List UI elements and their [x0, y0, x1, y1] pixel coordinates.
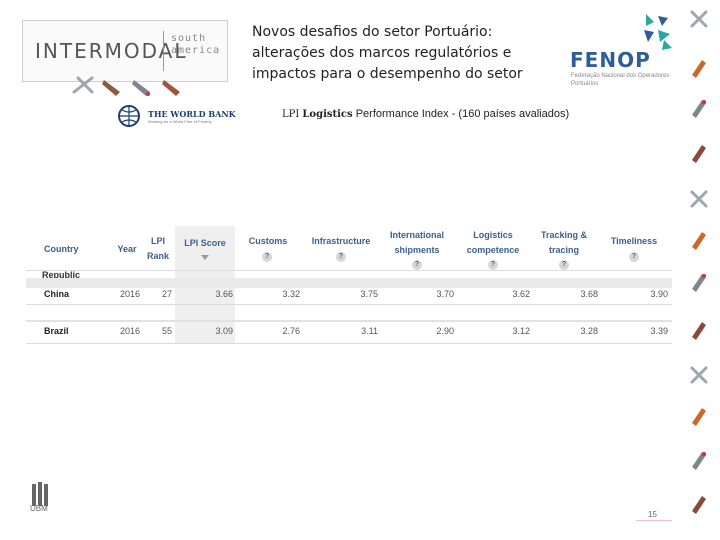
cell-logistics-competence: 3.12 — [512, 326, 530, 336]
cell-timeliness: 3.39 — [650, 326, 668, 336]
cell-international-shipments: 3.70 — [436, 289, 454, 299]
plane-icon — [690, 10, 708, 28]
cell-infrastructure: 3.11 — [361, 326, 378, 336]
train-icon — [692, 145, 706, 163]
cell-lpi-score: 3.09 — [215, 326, 233, 336]
transport-icons — [72, 76, 180, 96]
cell-year: 2016 — [119, 326, 140, 336]
help-icon-international-shipments[interactable]: ? — [412, 260, 422, 270]
slide-title: Novos desafios do setor Portuário: alter… — [252, 22, 552, 85]
plane-icon — [690, 366, 708, 384]
ubm-logo-text: UBM — [30, 504, 48, 513]
intermodal-logo-text: INTERMODAL — [35, 39, 188, 63]
partial-row-label: Republic — [42, 270, 81, 280]
help-icon-logistics-competence[interactable]: ? — [488, 260, 498, 270]
col-header-timeliness[interactable]: Timeliness — [610, 236, 658, 246]
col-header-country[interactable]: Country — [44, 244, 79, 254]
world-bank-logo: THE WORLD BANK Working for a World Free … — [116, 104, 242, 128]
truck-icon — [692, 100, 706, 118]
truck-icon — [692, 274, 706, 292]
cell-logistics-competence: 3.62 — [512, 289, 530, 299]
intermodal-logo: INTERMODAL south america — [22, 20, 228, 82]
col-header-logistics-competence[interactable]: Logistics competence — [466, 230, 520, 255]
world-bank-name: THE WORLD BANK — [148, 109, 236, 119]
fenop-logo-sub: Federação Nacional dos Operadores Portuá… — [571, 73, 670, 87]
fenop-logo-text: FENOP — [570, 48, 651, 72]
cell-international-shipments: 2.90 — [436, 326, 454, 336]
col-header-international-shipments[interactable]: International shipments — [389, 230, 444, 255]
header-divider — [26, 270, 672, 271]
row-band — [26, 278, 672, 288]
lpi-table: Country Year LPI Rank LPI Score Customs … — [26, 226, 672, 346]
caption-rest: Performance Index - (160 países avaliado… — [355, 108, 570, 120]
intermodal-logo-sub: south america — [171, 33, 221, 56]
page-number: 15 — [648, 510, 657, 519]
cell-infrastructure: 3.75 — [360, 289, 378, 299]
col-header-infrastructure[interactable]: Infrastructure — [311, 236, 371, 246]
page-number-rule — [636, 520, 672, 521]
cell-country: Brazil — [44, 326, 69, 336]
help-icon-timeliness[interactable]: ? — [629, 252, 639, 262]
title-line-1: Novos desafios do setor Portuário: — [252, 24, 493, 40]
caption-logistics: Logistics — [302, 109, 353, 120]
fenop-emblem-icon — [644, 14, 672, 50]
help-icon-infrastructure[interactable]: ? — [336, 252, 346, 262]
cell-customs: 2.76 — [282, 326, 300, 336]
sort-descending-icon[interactable] — [201, 255, 209, 260]
caption-lpi: LPI — [282, 109, 300, 120]
plane-icon — [72, 76, 94, 94]
col-header-customs[interactable]: Customs — [248, 236, 288, 246]
train-icon — [162, 80, 180, 96]
col-header-tracking-tracing[interactable]: Tracking & tracing — [540, 230, 587, 255]
ship-icon — [692, 408, 706, 426]
row-divider — [26, 304, 672, 305]
row-band — [26, 320, 672, 322]
cell-lpi-rank: 55 — [161, 326, 172, 336]
help-icon-customs[interactable]: ? — [262, 252, 272, 262]
lpi-caption: LPI Logistics Performance Index - (160 p… — [282, 108, 569, 120]
cell-lpi-rank: 27 — [161, 289, 172, 299]
train-icon — [692, 322, 706, 340]
cell-tracking-tracing: 3.68 — [580, 289, 598, 299]
ship-icon — [102, 80, 120, 96]
world-bank-tagline: Working for a World Free of Poverty — [148, 119, 212, 124]
cell-year: 2016 — [119, 289, 140, 299]
title-line-2: alterações dos marcos regulatórios e — [252, 45, 512, 61]
truck-icon — [692, 452, 706, 470]
col-header-lpi-rank[interactable]: LPI Rank — [146, 236, 169, 261]
col-header-lpi-score[interactable]: LPI Score — [184, 238, 226, 248]
cell-customs: 3.32 — [282, 289, 300, 299]
col-header-year[interactable]: Year — [117, 244, 137, 254]
cell-lpi-score: 3.66 — [215, 289, 233, 299]
row-divider — [26, 343, 672, 344]
cell-timeliness: 3.90 — [650, 289, 668, 299]
ubm-emblem-icon — [32, 482, 48, 506]
train-icon — [692, 496, 706, 514]
logo-divider — [163, 31, 164, 71]
ship-icon — [692, 232, 706, 250]
cell-tracking-tracing: 3.28 — [580, 326, 598, 336]
truck-icon — [132, 80, 150, 96]
plane-icon — [690, 190, 708, 208]
ship-icon — [692, 60, 706, 78]
help-icon-tracking-tracing[interactable]: ? — [559, 260, 569, 270]
title-line-3: impactos para o desempenho do setor — [252, 66, 523, 82]
cell-country: China — [44, 289, 70, 299]
globe-icon — [118, 105, 140, 127]
